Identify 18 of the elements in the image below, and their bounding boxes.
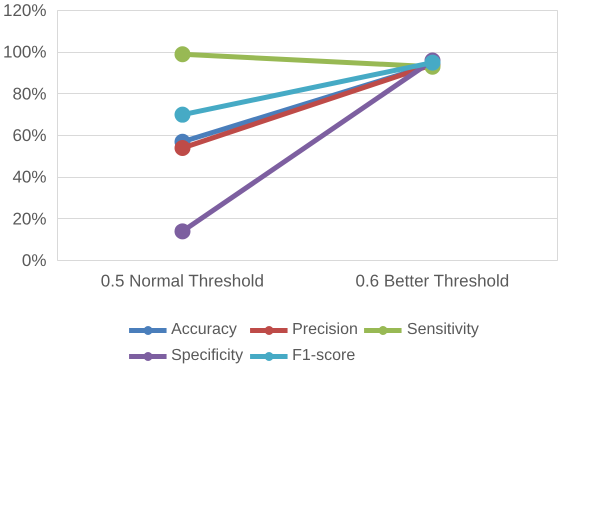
y-tick-label: 80% (12, 84, 47, 104)
y-tick-label: 60% (12, 126, 47, 145)
legend-label: Sensitivity (406, 321, 479, 339)
legend-label: Precision (292, 321, 358, 339)
point (174, 140, 190, 156)
point (174, 46, 190, 62)
legend-label: F1-score (292, 347, 356, 365)
y-tick-label: 20% (12, 209, 47, 228)
y-tick-label: 40% (12, 168, 47, 187)
y-tick-label: 120% (3, 1, 47, 20)
point (174, 106, 190, 123)
legend-label: Accuracy (171, 321, 237, 339)
y-tick-label: 100% (3, 42, 47, 62)
x-tick-label: 0.6 Better Threshold (355, 272, 510, 290)
x-tick-label: 0.5 Normal Threshold (100, 272, 264, 290)
y-tick-label: 0% (22, 251, 47, 270)
point (174, 223, 190, 240)
legend-label: Specificity (171, 347, 244, 365)
